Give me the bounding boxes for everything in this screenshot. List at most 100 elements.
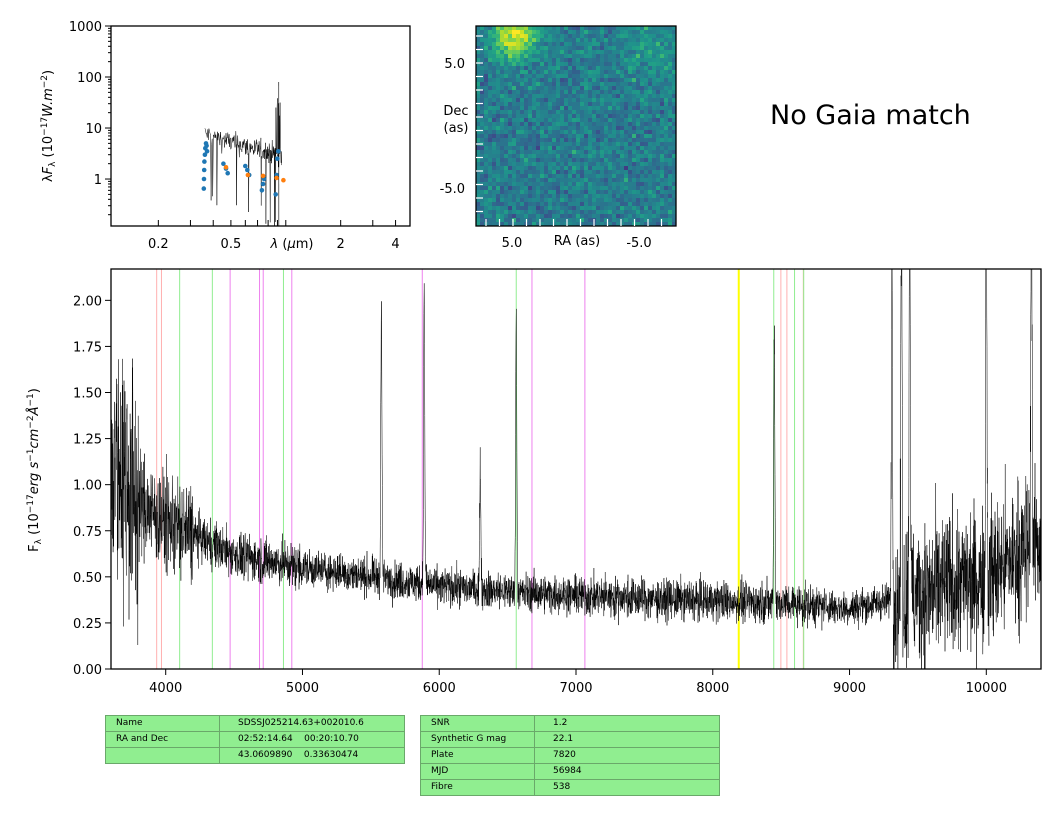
image-pixel [576, 30, 581, 35]
image-pixel [532, 126, 537, 131]
image-pixel [488, 122, 493, 127]
image-pixel [568, 118, 573, 123]
image-pixel [584, 114, 589, 119]
image-pixel [512, 54, 517, 59]
image-pixel [584, 110, 589, 115]
image-pixel [492, 210, 497, 215]
image-pixel [488, 34, 493, 39]
image-pixel [668, 122, 673, 127]
image-pixel [672, 190, 677, 195]
image-pixel [584, 94, 589, 99]
sed-point-orange [223, 165, 229, 170]
sed-point-blue [259, 188, 265, 193]
image-pixel [576, 78, 581, 83]
image-pixel [588, 122, 593, 127]
image-pixel [624, 58, 629, 63]
image-pixel [576, 86, 581, 91]
image-pixel [600, 58, 605, 63]
image-pixel [616, 138, 621, 143]
image-pixel [564, 106, 569, 111]
image-pixel [528, 106, 533, 111]
image-pixel [592, 42, 597, 47]
image-pixel [556, 174, 561, 179]
image-pixel [572, 90, 577, 95]
image-pixel [592, 214, 597, 219]
image-pixel [628, 154, 633, 159]
image-pixel [552, 198, 557, 203]
image-pixel [596, 190, 601, 195]
image-pixel [616, 82, 621, 87]
image-pixel [652, 86, 657, 91]
image-pixel [504, 102, 509, 107]
image-pixel [596, 66, 601, 71]
image-pixel [636, 46, 641, 51]
image-pixel [488, 30, 493, 35]
image-pixel [664, 158, 669, 163]
image-pixel [596, 218, 601, 223]
image-pixel [528, 210, 533, 215]
image-pixel [628, 158, 633, 163]
image-pixel [628, 98, 633, 103]
image-pixel [656, 198, 661, 203]
image-pixel [624, 86, 629, 91]
image-pixel [548, 98, 553, 103]
image-pixel [492, 202, 497, 207]
image-pixel [560, 198, 565, 203]
image-pixel [580, 154, 585, 159]
image-pixel [556, 202, 561, 207]
image-pixel [488, 178, 493, 183]
image-pixel [528, 206, 533, 211]
image-pixel [616, 206, 621, 211]
image-pixel [628, 182, 633, 187]
image-pixel [576, 222, 581, 227]
image-pixel [652, 114, 657, 119]
image-pixel [664, 194, 669, 199]
spectrum-ytick-label: 0.75 [73, 525, 102, 540]
image-pixel [628, 102, 633, 107]
image-pixel [488, 70, 493, 75]
image-pixel [528, 218, 533, 223]
image-pixel [556, 134, 561, 139]
image-pixel [620, 94, 625, 99]
image-pixel [592, 162, 597, 167]
sed-point-orange [260, 173, 266, 179]
image-pixel [588, 186, 593, 191]
image-pixel [488, 218, 493, 223]
image-pixel [516, 146, 521, 151]
image-pixel [612, 102, 617, 107]
image-pixel [572, 158, 577, 163]
image-pixel [672, 138, 677, 143]
image-pixel [648, 50, 653, 55]
image-pixel [580, 182, 585, 187]
image-pixel [592, 70, 597, 75]
image-pixel [668, 154, 673, 159]
image-pixel [608, 94, 613, 99]
image-pixel [664, 70, 669, 75]
image-pixel [544, 126, 549, 131]
image-pixel [500, 182, 505, 187]
image-pixel [604, 214, 609, 219]
image-pixel [560, 62, 565, 67]
image-pixel [528, 82, 533, 87]
image-pixel [668, 78, 673, 83]
image-pixel [560, 34, 565, 39]
image-pixel [524, 58, 529, 63]
image-pixel [628, 54, 633, 59]
image-pixel [568, 198, 573, 203]
image-pixel [596, 146, 601, 151]
image-pixel [620, 170, 625, 175]
image-pixel [540, 162, 545, 167]
image-pixel [500, 206, 505, 211]
image-pixel [612, 222, 617, 227]
spectrum-ytick-label: 1.75 [73, 340, 102, 355]
image-pixel [608, 54, 613, 59]
image-pixel [540, 62, 545, 67]
image-pixel [560, 166, 565, 171]
image-pixel [660, 26, 665, 31]
image-pixel [508, 214, 513, 219]
image-pixel [492, 66, 497, 71]
image-pixel [612, 186, 617, 191]
image-pixel [532, 174, 537, 179]
image-pixel [672, 58, 677, 63]
image-pixel [508, 178, 513, 183]
